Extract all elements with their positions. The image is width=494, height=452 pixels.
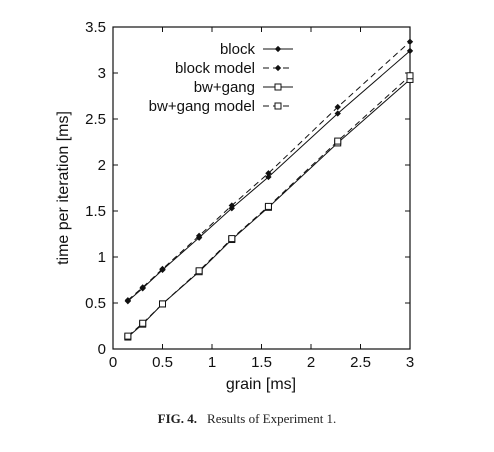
y-tick-label: 0 <box>98 341 106 358</box>
series-line <box>127 50 411 302</box>
series-block <box>124 47 414 305</box>
data-point <box>195 232 203 240</box>
legend-marker <box>274 64 282 72</box>
data-point <box>334 103 341 111</box>
y-tick-label: 3 <box>98 65 106 82</box>
x-axis-label: grain [ms] <box>226 376 296 393</box>
x-tick-label: 2.5 <box>350 354 371 371</box>
data-point <box>124 297 132 304</box>
caption-text: Results of Experiment 1. <box>207 411 337 426</box>
series-bw-gang-model <box>124 72 414 340</box>
x-tick-label: 2 <box>307 354 315 371</box>
legend-label: block model <box>175 60 255 77</box>
legend-marker <box>274 83 282 91</box>
data-point <box>228 202 235 209</box>
x-tick-label: 1.5 <box>251 354 272 371</box>
axis-ticks: 0 0.5 1 1.5 2 2.5 3 0 0.5 1 1.5 2 2.5 3 3.5 <box>85 19 414 371</box>
legend-marker <box>274 45 282 53</box>
x-tick-label: 0 <box>109 354 117 371</box>
data-point <box>334 137 342 145</box>
series-line <box>127 41 411 301</box>
data-point <box>264 202 272 210</box>
y-tick-label: 1 <box>98 249 106 266</box>
legend-label: bw+gang model <box>149 98 255 115</box>
legend-marker <box>274 102 282 110</box>
data-point <box>139 284 146 291</box>
data-point <box>334 110 341 117</box>
data-point <box>406 72 414 80</box>
caption-label: FIG. 4. <box>157 411 198 426</box>
y-axis-label: time per iteration [ms] <box>55 111 72 265</box>
data-point <box>159 265 166 273</box>
data-point <box>124 332 132 340</box>
data-point <box>265 173 272 181</box>
data-point <box>406 47 414 55</box>
data-point <box>195 267 203 275</box>
y-tick-label: 3.5 <box>85 19 106 36</box>
figure-caption: FIG. 4. Results of Experiment 1. <box>0 411 494 427</box>
y-tick-label: 1.5 <box>85 203 106 220</box>
data-point <box>159 300 166 308</box>
x-tick-label: 1 <box>208 354 216 371</box>
series-block-model <box>124 38 414 304</box>
x-tick-label: 0.5 <box>152 354 173 371</box>
x-tick-label: 3 <box>406 354 414 371</box>
data-point <box>228 235 236 243</box>
plot-frame <box>112 26 411 350</box>
legend-label: block <box>220 41 256 58</box>
series-layer <box>124 38 414 341</box>
legend: block block model bw+gang bw+gang model <box>149 41 293 115</box>
y-tick-label: 2.5 <box>85 111 106 128</box>
y-tick-label: 2 <box>98 157 106 174</box>
data-point <box>139 319 147 327</box>
experiment-1-chart: 0 0.5 1 1.5 2 2.5 3 0 0.5 1 1.5 2 2.5 3 3.5 grain [ms]… <box>55 19 414 393</box>
data-point <box>406 38 414 45</box>
y-tick-label: 0.5 <box>85 295 106 312</box>
legend-label: bw+gang <box>194 79 255 96</box>
data-point <box>265 170 272 177</box>
